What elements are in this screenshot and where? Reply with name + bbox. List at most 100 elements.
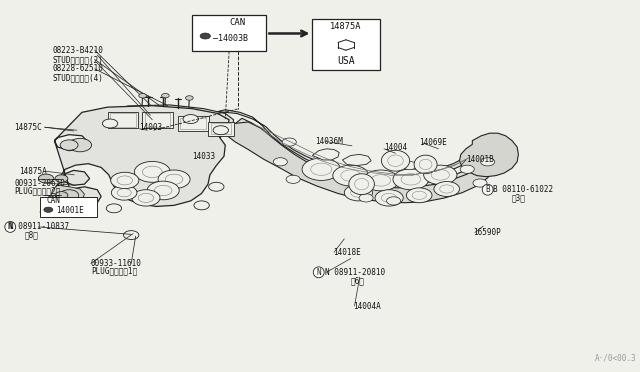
Circle shape [393, 169, 429, 190]
Text: CAN: CAN [230, 18, 246, 27]
Text: 14875C: 14875C [14, 123, 42, 132]
Text: 〈6〉: 〈6〉 [351, 276, 365, 285]
Text: 14004: 14004 [384, 143, 407, 152]
Circle shape [359, 194, 373, 202]
Text: N: N [8, 222, 13, 231]
Circle shape [102, 119, 118, 128]
Polygon shape [460, 133, 518, 177]
Text: 08228-62510: 08228-62510 [52, 64, 103, 73]
Circle shape [139, 93, 147, 98]
Circle shape [132, 190, 160, 206]
Circle shape [363, 170, 399, 191]
Circle shape [213, 126, 228, 135]
Circle shape [55, 175, 68, 182]
Circle shape [375, 190, 403, 206]
Polygon shape [229, 118, 493, 196]
Text: STUDスタッド(2): STUDスタッド(2) [52, 55, 103, 64]
Circle shape [194, 201, 209, 210]
Circle shape [333, 165, 369, 186]
Bar [40, 197, 97, 217]
Circle shape [161, 93, 169, 98]
Polygon shape [178, 116, 209, 131]
Circle shape [344, 185, 372, 201]
Polygon shape [312, 149, 339, 160]
Polygon shape [227, 122, 498, 203]
Polygon shape [180, 118, 206, 129]
Text: PLUGプラグ（2）: PLUGプラグ（2） [14, 186, 60, 195]
Circle shape [111, 172, 139, 189]
Text: 14036M: 14036M [315, 137, 342, 146]
Ellipse shape [349, 174, 374, 195]
Text: B 08110-61022: B 08110-61022 [493, 185, 553, 194]
Text: CAN: CAN [47, 196, 60, 205]
Text: 00931-20610: 00931-20610 [14, 179, 65, 187]
Bar [192, 15, 266, 51]
Text: 14001B: 14001B [466, 155, 493, 164]
Text: 14001E: 14001E [56, 206, 84, 215]
Ellipse shape [381, 150, 410, 171]
Text: 〈8〉: 〈8〉 [24, 231, 38, 240]
Text: 14875A: 14875A [330, 22, 362, 31]
Circle shape [473, 179, 487, 187]
Polygon shape [218, 110, 486, 179]
Circle shape [387, 197, 401, 205]
Text: 14003: 14003 [140, 123, 163, 132]
Circle shape [55, 192, 68, 199]
Text: B: B [485, 185, 490, 194]
Polygon shape [145, 113, 170, 127]
Text: 14033: 14033 [192, 153, 215, 161]
Circle shape [273, 158, 287, 166]
Text: 00933-11610: 00933-11610 [91, 259, 141, 268]
Polygon shape [88, 105, 234, 173]
Circle shape [60, 190, 79, 201]
Polygon shape [108, 112, 138, 128]
Circle shape [68, 138, 92, 152]
Text: N: N [316, 268, 321, 277]
Circle shape [124, 231, 139, 240]
Text: A·/0<00.3: A·/0<00.3 [595, 354, 637, 363]
Text: 14004A: 14004A [353, 302, 381, 311]
Text: （3）: （3） [512, 193, 526, 202]
Circle shape [106, 204, 122, 213]
Circle shape [200, 33, 211, 39]
Circle shape [424, 165, 457, 185]
Polygon shape [142, 112, 173, 128]
Text: STUDスタッド(4): STUDスタッド(4) [52, 74, 103, 83]
Text: 08223-B4210: 08223-B4210 [52, 46, 103, 55]
Ellipse shape [414, 155, 437, 174]
Circle shape [403, 161, 417, 170]
Polygon shape [54, 106, 229, 208]
Circle shape [434, 182, 460, 196]
Polygon shape [110, 113, 136, 127]
Circle shape [147, 181, 179, 200]
Circle shape [209, 182, 224, 191]
Circle shape [282, 138, 296, 146]
Text: 16590P: 16590P [474, 228, 501, 237]
Circle shape [111, 185, 137, 200]
Circle shape [134, 161, 170, 182]
Text: N 08911-20810: N 08911-20810 [325, 268, 385, 277]
Text: 14018E: 14018E [333, 248, 360, 257]
Text: 14069E: 14069E [419, 138, 447, 147]
Polygon shape [211, 123, 231, 134]
Polygon shape [208, 122, 234, 136]
Circle shape [302, 158, 340, 180]
Circle shape [186, 96, 193, 100]
Circle shape [406, 188, 432, 203]
Polygon shape [51, 185, 84, 204]
Text: 14875A: 14875A [19, 167, 47, 176]
Text: –14003B: –14003B [212, 34, 248, 43]
Polygon shape [342, 154, 371, 166]
Circle shape [460, 165, 474, 173]
Circle shape [183, 115, 198, 124]
Text: N 08911-10837: N 08911-10837 [9, 222, 69, 231]
Circle shape [38, 174, 54, 183]
Circle shape [44, 207, 53, 212]
Circle shape [481, 158, 495, 166]
Circle shape [158, 170, 190, 189]
Text: USA: USA [337, 56, 355, 66]
Bar [312, 19, 380, 70]
Circle shape [60, 140, 78, 150]
Text: PLUGプラグ（1）: PLUGプラグ（1） [91, 266, 137, 275]
Circle shape [286, 175, 300, 183]
